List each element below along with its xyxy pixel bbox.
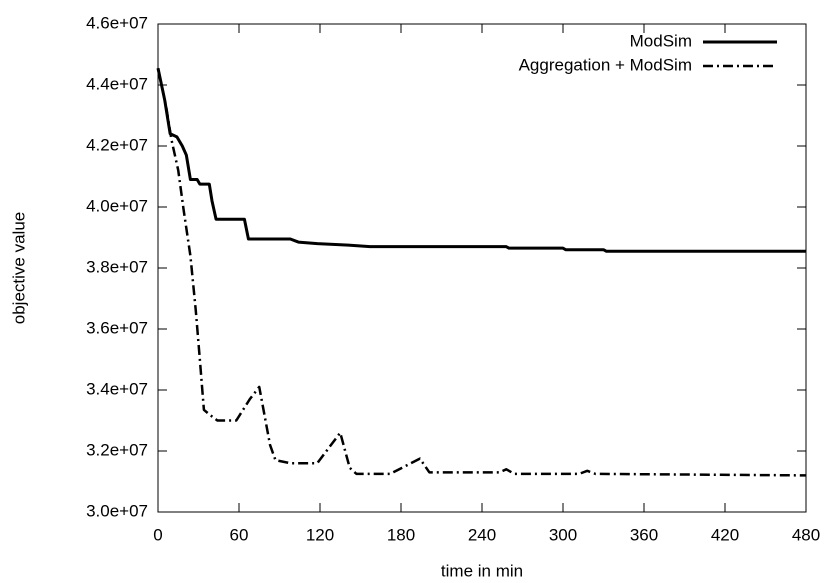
x-tick-label: 60	[230, 525, 249, 544]
y-tick-label: 4.2e+07	[86, 135, 148, 154]
x-tick-label: 360	[630, 525, 658, 544]
x-tick-label: 240	[468, 525, 496, 544]
legend-label: ModSim	[630, 31, 692, 50]
y-tick-label: 4.4e+07	[86, 74, 148, 93]
legend-label: Aggregation + ModSim	[519, 55, 692, 74]
y-tick-label: 4.6e+07	[86, 13, 148, 32]
x-axis-label: time in min	[441, 561, 523, 580]
y-tick-label: 3.8e+07	[86, 257, 148, 276]
x-tick-label: 0	[153, 525, 162, 544]
y-tick-label: 3.6e+07	[86, 318, 148, 337]
y-tick-label: 4.0e+07	[86, 196, 148, 215]
x-tick-label: 180	[387, 525, 415, 544]
y-axis-label: objective value	[9, 212, 28, 324]
x-tick-label: 420	[711, 525, 739, 544]
x-tick-label: 120	[306, 525, 334, 544]
series-line	[156, 67, 806, 253]
x-tick-label: 480	[792, 525, 820, 544]
y-tick-label: 3.4e+07	[86, 379, 148, 398]
series-line	[156, 67, 807, 477]
plot-frame	[157, 23, 807, 513]
x-tick-label: 300	[549, 525, 577, 544]
y-tick-label: 3.0e+07	[86, 501, 148, 520]
y-tick-label: 3.2e+07	[86, 440, 148, 459]
